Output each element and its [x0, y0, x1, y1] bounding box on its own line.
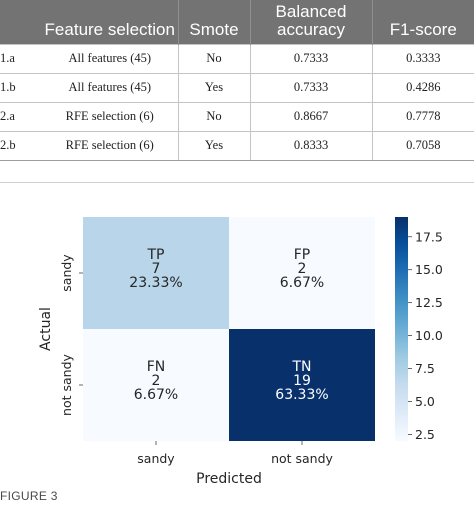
cell-balanced-accuracy: 0.8333	[249, 131, 372, 161]
cell-label: FP	[294, 247, 311, 263]
cell-f1-score: 0.3333	[371, 43, 474, 74]
table-row: 1.b All features (45) Yes 0.7333 0.4286	[0, 73, 474, 103]
x-tick-label: not sandy	[271, 451, 333, 466]
cell-f1-score: 0.7058	[371, 131, 474, 161]
heatmap-cell	[229, 329, 375, 441]
table-row: 1.a All features (45) No 0.7333 0.3333	[0, 43, 474, 74]
cell-feature-selection: RFE selection (6)	[42, 131, 178, 161]
colorbar-tick-label: 10.0	[415, 328, 443, 343]
cell-count: 19	[293, 373, 311, 389]
colorbar-tick-label: 2.5	[415, 427, 435, 442]
cell-percent: 23.33%	[129, 275, 182, 291]
cell-id: 2.a	[0, 102, 42, 132]
heatmap-cell	[83, 329, 229, 441]
section-divider	[0, 182, 474, 183]
cell-balanced-accuracy: 0.7333	[249, 43, 372, 74]
cell-smote: No	[177, 102, 250, 132]
colorbar	[395, 217, 408, 441]
y-tick-label: sandy	[59, 254, 74, 292]
cell-feature-selection: All features (45)	[42, 43, 178, 74]
cell-percent: 63.33%	[275, 387, 328, 403]
axis-ticks: sandy not sandy sandy not sandy	[59, 254, 334, 466]
cell-f1-score: 0.4286	[371, 73, 474, 103]
cell-count: 2	[152, 373, 161, 389]
cell-id: 2.b	[0, 131, 42, 161]
table-row: 2.a RFE selection (6) No 0.8667 0.7778	[0, 102, 474, 132]
cell-feature-selection: RFE selection (6)	[42, 102, 178, 132]
header-f1-score: F1-score	[371, 0, 474, 44]
cell-smote: Yes	[177, 131, 250, 161]
header-feature-selection: Feature selection	[42, 0, 178, 44]
colorbar-tick-label: 17.5	[415, 229, 443, 244]
heatmap-cell	[229, 217, 375, 329]
table-header-row: Feature selection Smote Balanced accurac…	[0, 0, 474, 44]
cell-percent: 6.67%	[134, 387, 178, 403]
cell-id: 1.b	[0, 73, 42, 103]
figure-label: FIGURE 3	[0, 489, 58, 503]
header-id	[0, 0, 42, 44]
header-balanced-accuracy: Balanced accuracy	[249, 0, 372, 44]
colorbar-tick-label: 12.5	[415, 295, 443, 310]
y-axis-title: Actual	[38, 307, 54, 351]
colorbar-tick-label: 7.5	[415, 361, 435, 376]
colorbar-tick-label: 15.0	[415, 262, 443, 277]
y-tick-label: not sandy	[59, 353, 74, 415]
colorbar-tick-label: 5.0	[415, 394, 435, 409]
cell-smote: No	[177, 43, 250, 74]
cell-label: TP	[147, 247, 165, 263]
cell-balanced-accuracy: 0.7333	[249, 73, 372, 103]
cell-label: TN	[291, 359, 311, 375]
cell-smote: Yes	[177, 73, 250, 103]
cell-balanced-accuracy: 0.8667	[249, 102, 372, 132]
x-tick-label: sandy	[137, 451, 175, 466]
cell-f1-score: 0.7778	[371, 102, 474, 132]
heatmap-cell	[83, 217, 229, 329]
cell-percent: 6.67%	[280, 275, 324, 291]
header-smote: Smote	[177, 0, 250, 44]
table-row: 2.b RFE selection (6) Yes 0.8333 0.7058	[0, 131, 474, 161]
cell-feature-selection: All features (45)	[42, 73, 178, 103]
cell-count: 7	[152, 261, 161, 277]
x-axis-title: Predicted	[196, 471, 262, 487]
results-table: Feature selection Smote Balanced accurac…	[0, 0, 474, 161]
cell-id: 1.a	[0, 43, 42, 74]
colorbar-ticks: 2.5 5.0 7.5 10.0 12.5 15.0 17.5	[408, 229, 443, 442]
cell-count: 2	[298, 261, 307, 277]
cell-label: FN	[147, 359, 166, 375]
